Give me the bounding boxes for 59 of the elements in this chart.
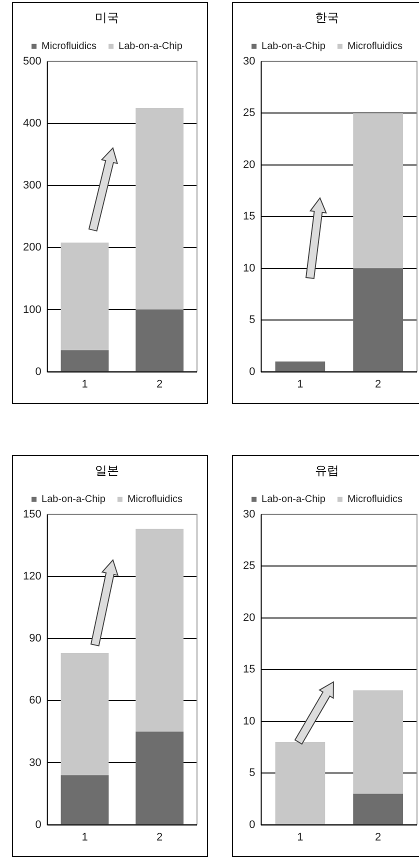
bar bbox=[60, 350, 109, 372]
bar bbox=[275, 361, 326, 372]
x-tick-label: 1 bbox=[82, 378, 88, 390]
y-tick-label: 0 bbox=[35, 818, 42, 831]
bar bbox=[353, 794, 403, 824]
y-tick-label: 5 bbox=[249, 314, 256, 326]
bar bbox=[353, 690, 403, 794]
y-tick-label: 15 bbox=[242, 664, 256, 676]
y-tick-label: 150 bbox=[22, 508, 42, 520]
bar bbox=[353, 268, 403, 372]
chart-title: 한국 bbox=[315, 10, 339, 24]
legend-label: Microfluidics bbox=[347, 41, 402, 52]
y-tick-label: 10 bbox=[242, 262, 256, 274]
y-tick-label: 15 bbox=[242, 210, 256, 223]
bar bbox=[60, 653, 109, 776]
y-tick-label: 100 bbox=[22, 304, 42, 316]
y-tick-label: 90 bbox=[29, 632, 42, 645]
y-tick-label: 30 bbox=[242, 508, 256, 520]
x-tick-label: 2 bbox=[374, 831, 382, 844]
y-tick-label: 120 bbox=[22, 570, 42, 583]
bar bbox=[136, 732, 184, 824]
y-tick-label: 25 bbox=[242, 107, 256, 120]
y-tick-label: 10 bbox=[242, 715, 256, 728]
y-tick-label: 30 bbox=[242, 55, 256, 68]
x-tick-label: 2 bbox=[374, 378, 382, 390]
y-tick-label: 5 bbox=[249, 767, 256, 780]
y-tick-label: 400 bbox=[22, 118, 42, 130]
y-tick-label: 300 bbox=[22, 180, 42, 192]
y-tick-label: 500 bbox=[22, 55, 42, 68]
x-tick-label: 1 bbox=[297, 378, 304, 390]
legend-label: Lab-on-a-Chip bbox=[118, 41, 183, 52]
x-tick-label: 2 bbox=[156, 831, 163, 844]
bar bbox=[136, 528, 184, 732]
bar bbox=[353, 113, 403, 268]
y-tick-label: 30 bbox=[29, 756, 42, 769]
y-tick-label: 20 bbox=[242, 612, 256, 624]
x-tick-label: 2 bbox=[156, 378, 163, 390]
chart-title: 미국 bbox=[95, 10, 119, 24]
chart-title: 일본 bbox=[95, 463, 119, 478]
y-tick-label: 200 bbox=[22, 242, 42, 254]
legend-label: Lab-on-a-Chip bbox=[42, 494, 106, 506]
bar bbox=[136, 310, 184, 372]
y-tick-label: 0 bbox=[249, 366, 256, 378]
legend-label: Microfluidics bbox=[347, 494, 402, 506]
x-tick-label: 1 bbox=[82, 831, 88, 844]
y-tick-label: 60 bbox=[29, 694, 42, 707]
x-tick-label: 1 bbox=[297, 831, 304, 844]
legend-label: Microfluidics bbox=[127, 494, 182, 506]
bar bbox=[60, 775, 109, 824]
chart-title: 유럽 bbox=[315, 463, 339, 478]
legend-label: Lab-on-a-Chip bbox=[262, 494, 326, 506]
bar bbox=[60, 242, 109, 350]
y-tick-label: 0 bbox=[249, 818, 256, 831]
y-tick-label: 0 bbox=[35, 366, 42, 378]
y-tick-label: 20 bbox=[242, 158, 256, 171]
bar bbox=[136, 108, 184, 310]
legend-label: Microfluidics bbox=[42, 41, 97, 52]
legend-label: Lab-on-a-Chip bbox=[262, 41, 326, 52]
y-tick-label: 25 bbox=[242, 560, 256, 572]
